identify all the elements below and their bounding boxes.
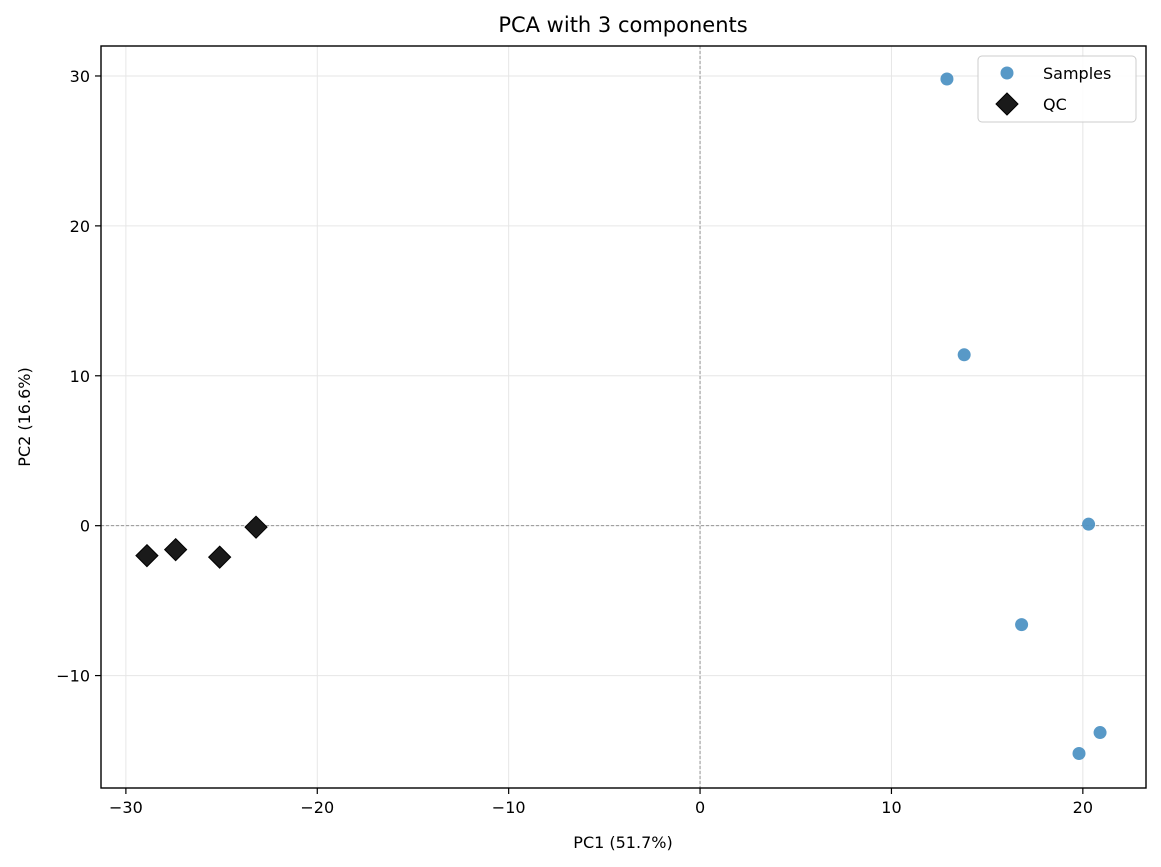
y-tick-label: 0 [80,517,90,536]
qc-point [135,543,159,568]
x-tick-label: 20 [1073,798,1093,817]
qc-point [244,515,268,539]
y-tick-label: −10 [56,667,90,686]
legend-samples-label: Samples [1043,64,1111,83]
legend-samples-marker [1000,66,1014,80]
x-tick-label: −20 [300,798,334,817]
samples-point [940,72,954,86]
samples-point [1015,618,1029,632]
legend: Samples QC [977,55,1137,123]
x-axis-label: PC1 (51.7%) [573,833,672,852]
samples-point [957,348,971,362]
samples-point [1093,726,1107,740]
y-axis-label: PC2 (16.6%) [15,367,34,466]
grid-layer [101,46,1146,788]
plot-frame [100,45,1147,789]
x-tick-label: 10 [881,798,901,817]
samples-point [1082,517,1096,531]
axis-ticks: −30 −20 −10 0 10 20 −10 0 10 20 30 [56,67,1093,817]
chart-title: PCA with 3 components [498,13,747,37]
x-tick-label: −30 [109,798,143,817]
series-qc-group [135,515,268,569]
x-tick-label: −10 [492,798,526,817]
legend-box [977,55,1137,123]
y-tick-label: 10 [70,367,90,386]
series-samples-group [940,72,1107,761]
data-points [135,72,1107,761]
y-tick-label: 20 [70,217,90,236]
zero-lines [101,46,1146,788]
y-tick-label: 30 [70,67,90,86]
legend-qc-label: QC [1043,95,1067,114]
legend-qc-marker [995,92,1019,116]
qc-point [163,537,188,562]
qc-point [207,545,232,569]
x-tick-label: 0 [695,798,705,817]
samples-point [1072,747,1086,761]
